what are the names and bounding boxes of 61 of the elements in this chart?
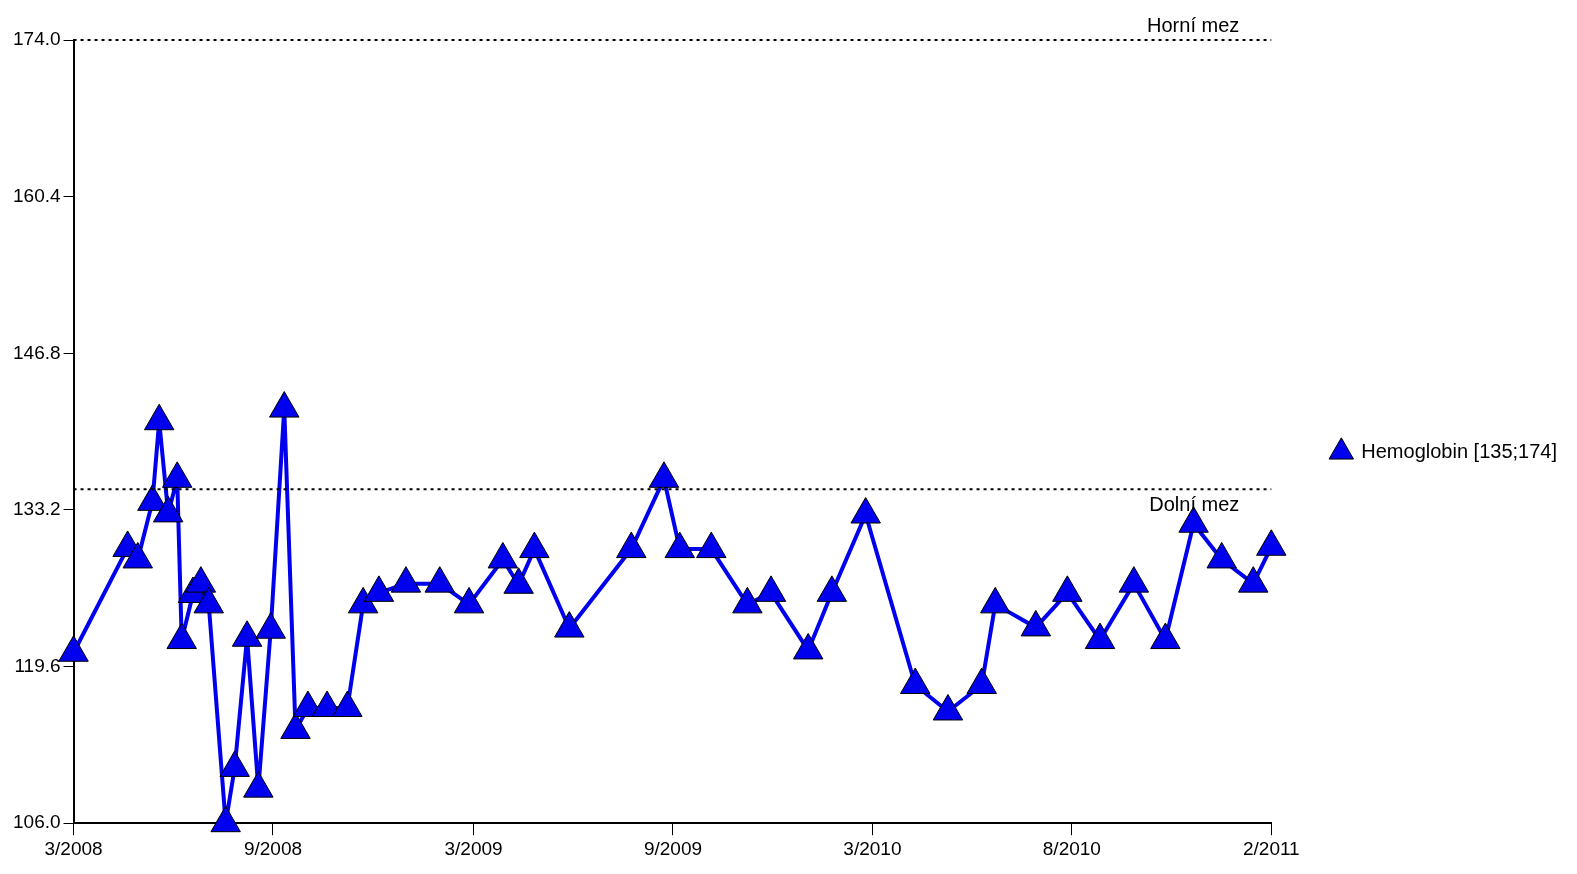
x-tick-label: 3/2010 (843, 837, 902, 859)
point (363, 575, 395, 602)
point (755, 575, 787, 602)
y-tick-label: 174.0 (13, 28, 61, 50)
point (1238, 566, 1269, 593)
legend-label: Hemoglobin [135;174] (1361, 439, 1558, 462)
x-tick-label: 9/2008 (243, 837, 303, 859)
point (58, 635, 89, 662)
point (143, 403, 175, 431)
point (850, 497, 881, 524)
x-tick-label: 3/2009 (444, 837, 503, 859)
point (152, 495, 184, 523)
y-tick-label: 160.4 (13, 184, 61, 206)
point (1052, 575, 1083, 602)
point (122, 541, 153, 569)
point (487, 541, 519, 569)
point (932, 693, 964, 721)
x-tick-label: 2/2011 (1242, 837, 1300, 859)
point (185, 566, 217, 593)
x-tick-label: 3/2008 (44, 837, 103, 859)
point (664, 531, 695, 559)
point (1118, 566, 1150, 593)
point (900, 667, 931, 694)
point (390, 566, 422, 593)
point (161, 461, 193, 488)
y-tick-label: 146.8 (13, 341, 61, 363)
point (616, 531, 647, 559)
point (243, 771, 274, 798)
point (166, 622, 197, 650)
point (1256, 529, 1287, 556)
ref-line-label: Horní mez (1147, 13, 1240, 36)
point (347, 586, 379, 614)
point (966, 667, 997, 694)
point (792, 632, 824, 660)
point (1206, 541, 1237, 569)
y-tick-label: 106.0 (13, 811, 61, 833)
point (1150, 622, 1181, 650)
point (554, 611, 585, 638)
y-tick-label: 133.2 (13, 498, 61, 520)
point (453, 586, 485, 614)
point (1020, 609, 1052, 637)
point (193, 586, 224, 614)
point (210, 805, 241, 833)
point (816, 575, 848, 602)
ref-line-label: Dolní mez (1149, 492, 1240, 515)
point (648, 461, 680, 488)
y-tick-label: 119.6 (14, 654, 61, 676)
point (503, 567, 534, 594)
point (696, 531, 727, 559)
point (332, 690, 363, 718)
point (1084, 622, 1116, 650)
point (219, 750, 250, 777)
x-tick-label: 8/2010 (1042, 837, 1101, 859)
point (732, 586, 763, 614)
point (519, 531, 550, 559)
point (424, 566, 455, 593)
point (980, 586, 1011, 614)
point (231, 620, 263, 647)
point (269, 391, 300, 418)
point (255, 612, 286, 639)
x-tick-label: 9/2009 (643, 837, 703, 859)
